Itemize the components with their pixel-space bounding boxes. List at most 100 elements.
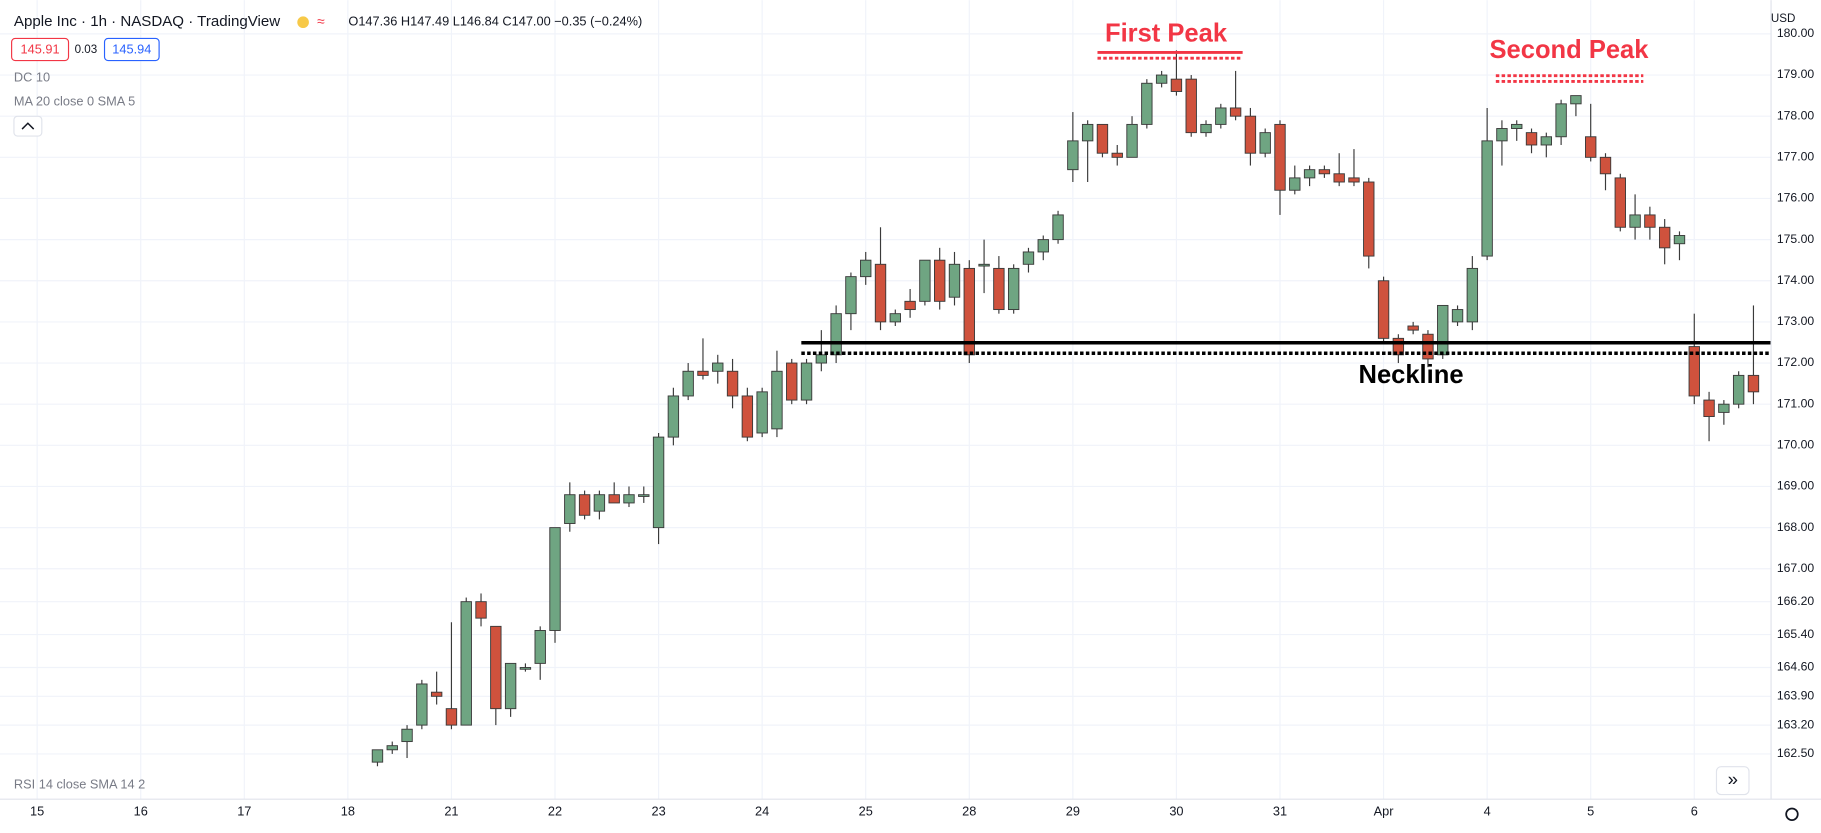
candle-body: [1614, 177, 1626, 228]
candle-body: [756, 391, 768, 434]
candle-body: [1141, 82, 1153, 125]
x-tick-label: 15: [30, 803, 44, 818]
candle-body: [1422, 333, 1434, 360]
candle-body: [1466, 267, 1479, 323]
bid-box[interactable]: [11, 37, 70, 62]
y-tick-label: 173.00: [1777, 314, 1814, 328]
scroll-icon: »: [1728, 768, 1738, 789]
symbol-title: Apple Inc · 1h · NASDAQ · TradingView: [14, 13, 280, 30]
y-tick-label: 164.60: [1777, 660, 1814, 674]
candle-body: [593, 494, 606, 512]
x-tick-label: 23: [651, 803, 665, 818]
x-tick-label: 31: [1273, 803, 1287, 818]
candle-body: [534, 630, 546, 664]
annotation: Neckline: [1359, 361, 1464, 389]
collapse-button[interactable]: [13, 115, 43, 137]
candle-body: [564, 494, 576, 524]
grid: [0, 0, 1772, 800]
candle-body: [1303, 169, 1316, 179]
candle-body: [712, 362, 724, 372]
y-tick-label: 175.00: [1777, 232, 1814, 246]
candle-body: [948, 263, 961, 298]
status-icon: ≈: [317, 13, 325, 29]
x-tick-label: 4: [1484, 803, 1491, 818]
candle-body: [1289, 177, 1301, 191]
y-tick-label: 180.00: [1777, 26, 1814, 40]
candle-body: [1185, 78, 1197, 134]
y-tick-label: 162.50: [1777, 746, 1814, 760]
candle-body: [889, 313, 902, 323]
candle-body: [1747, 374, 1760, 393]
candle-body: [519, 667, 532, 670]
candle-body: [1215, 107, 1227, 125]
axes: 180.00 179.00 178.00 177.00 176.00 175.00 174.…: [30, 26, 1814, 818]
candle-body: [1037, 239, 1049, 253]
candle-body: [993, 267, 1005, 311]
x-tick-label: 28: [962, 803, 976, 818]
scroll-button[interactable]: [1715, 766, 1750, 796]
candle-body: [1155, 74, 1168, 84]
candle-body: [416, 683, 428, 726]
x-tick-label: 5: [1587, 803, 1594, 818]
candle-body: [1570, 95, 1582, 105]
candle-body: [1599, 156, 1612, 175]
time-axis-bg: [0, 799, 1821, 833]
candle-body: [1585, 136, 1597, 158]
candle-body: [490, 625, 502, 710]
x-tick-label: 24: [755, 803, 769, 818]
candle-body: [1511, 123, 1523, 129]
annotation: First Peak: [1105, 20, 1228, 48]
candle-body: [460, 601, 472, 726]
y-tick-label: 165.40: [1777, 627, 1814, 641]
candle-body: [1052, 214, 1064, 241]
y-tick-label: 176.00: [1777, 191, 1814, 205]
x-tick-label: 16: [134, 803, 148, 818]
candle-body: [401, 728, 413, 743]
candle-body: [845, 276, 857, 315]
candle-body: [1718, 403, 1730, 413]
candle-body: [1673, 235, 1686, 245]
price-axis-bg: [1771, 0, 1821, 833]
candle-body: [652, 436, 665, 529]
candle-body: [1540, 136, 1553, 146]
candle-body: [1481, 140, 1493, 257]
candle-body: [1525, 132, 1538, 146]
ohlc-legend: O147.36 H147.49 L146.84 C147.00 −0.35 (−…: [348, 14, 642, 29]
candle-body: [682, 370, 694, 397]
x-tick-label: 18: [341, 803, 355, 818]
candle-body: [919, 259, 931, 302]
candle-body: [1732, 374, 1745, 405]
candle-body: [1229, 107, 1242, 117]
candle-body: [1348, 177, 1360, 183]
candle-body: [1318, 169, 1331, 175]
y-tick-label: 174.00: [1777, 273, 1814, 287]
candle-body: [1200, 123, 1212, 134]
ask-box[interactable]: [103, 37, 160, 62]
candle-body: [623, 494, 635, 504]
candle-body: [874, 263, 887, 323]
candle-body: [430, 691, 443, 697]
y-tick-label: 178.00: [1777, 108, 1814, 122]
indicator-label: DC 10: [14, 69, 50, 84]
session-icon: [297, 16, 309, 29]
candle-body: [667, 395, 680, 438]
candle-body: [638, 494, 650, 497]
candle-body: [1244, 115, 1257, 154]
candle-body: [1363, 181, 1375, 257]
candle-body: [1644, 214, 1656, 228]
y-tick-label: 170.00: [1777, 438, 1814, 452]
collapse-icon: [21, 122, 35, 130]
candle-body: [963, 267, 975, 356]
candle-body: [1451, 309, 1464, 323]
x-tick-label: 25: [859, 803, 873, 818]
settings-icon[interactable]: [1785, 807, 1799, 821]
candle-body: [1496, 128, 1508, 142]
y-tick-label: 166.20: [1777, 594, 1814, 608]
x-tick-label: 22: [548, 803, 562, 818]
candle-body: [578, 494, 591, 516]
candle-body: [697, 370, 709, 376]
spread: 0.03: [75, 43, 98, 56]
candle-body: [1170, 78, 1183, 92]
